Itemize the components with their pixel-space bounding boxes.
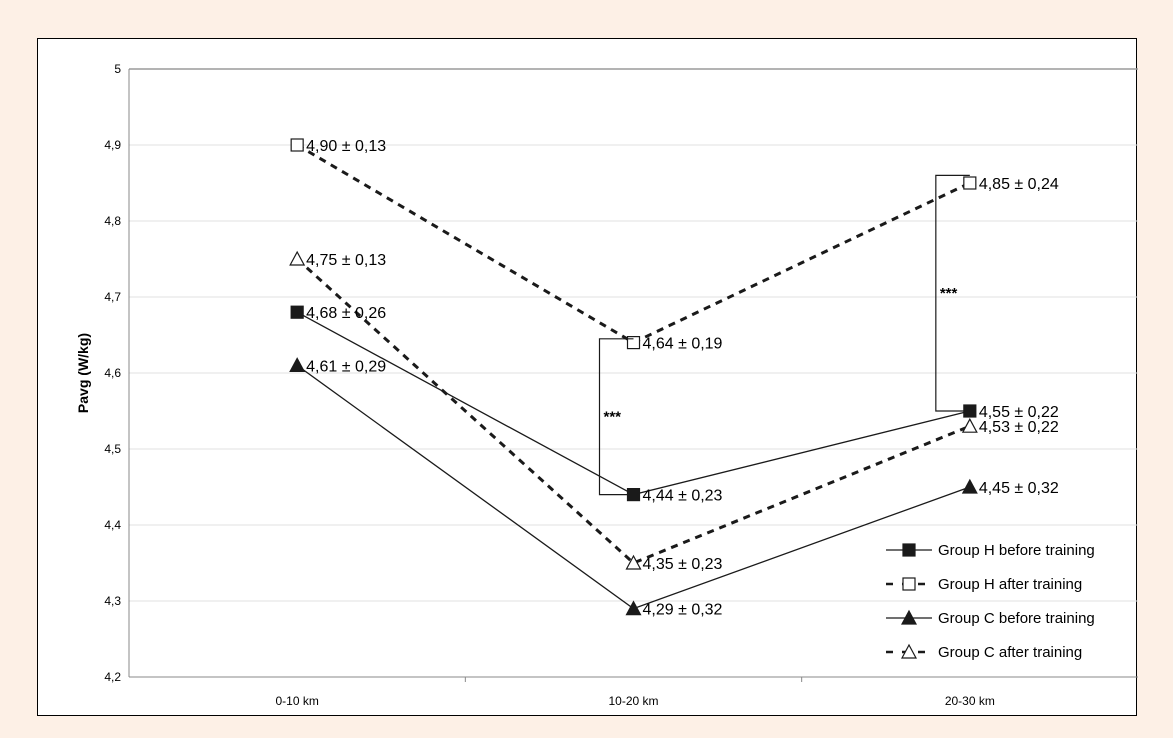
data-label: 4,55 ± 0,22	[979, 404, 1059, 421]
series-line	[296, 364, 971, 610]
legend-label: Group C after training	[938, 644, 1082, 661]
x-tick-label: 20-30 km	[945, 694, 995, 708]
data-point	[963, 176, 977, 190]
y-tick-label: 4,9	[104, 138, 121, 152]
data-label: 4,68 ± 0,26	[306, 305, 386, 322]
data-point	[961, 478, 978, 494]
legend-marker	[900, 609, 918, 625]
data-point	[961, 417, 978, 433]
data-label: 4,61 ± 0,29	[306, 358, 386, 375]
data-label: 4,29 ± 0,32	[643, 602, 723, 619]
significance-bracket	[935, 174, 970, 412]
y-tick-label: 4,4	[104, 518, 121, 532]
series-line	[296, 257, 971, 565]
y-axis-title: Pavg (W/kg)	[75, 333, 91, 413]
legend-label: Group H after training	[938, 576, 1082, 593]
y-tick-label: 4,2	[104, 670, 121, 684]
data-point	[290, 138, 304, 152]
data-point	[626, 336, 641, 350]
significance-label: ***	[604, 409, 622, 426]
x-tick-label: 0-10 km	[275, 694, 318, 708]
data-label: 4,85 ± 0,24	[979, 176, 1059, 193]
line-chart: 4,2 4,3 4,4 4,5 4,6 4,7 4,8 4,9 5 0-10 km 10-20 km…	[75, 62, 1138, 708]
y-tick-label: 4,7	[104, 290, 121, 304]
data-label: 4,35 ± 0,23	[643, 556, 723, 573]
data-label: 4,45 ± 0,32	[979, 480, 1059, 497]
data-label: 4,53 ± 0,22	[979, 419, 1059, 436]
data-label: 4,90 ± 0,13	[306, 138, 386, 155]
data-point	[289, 357, 306, 372]
data-label: 4,44 ± 0,23	[643, 488, 723, 505]
y-tick-label: 4,5	[104, 442, 121, 456]
legend-marker	[900, 643, 918, 659]
series-line	[296, 143, 971, 345]
data-point	[625, 600, 642, 616]
data-label: 4,64 ± 0,19	[643, 336, 723, 353]
x-tick-label: 10-20 km	[608, 694, 658, 708]
legend-marker	[902, 577, 916, 591]
y-tick-label: 4,8	[104, 214, 121, 228]
data-label: 4,75 ± 0,13	[306, 252, 386, 269]
y-tick-label: 4,3	[104, 594, 121, 608]
y-tick-label: 4,6	[104, 366, 121, 380]
legend-label: Group C before training	[938, 610, 1095, 627]
legend-marker	[902, 543, 916, 557]
data-point	[289, 250, 306, 266]
y-tick-label: 5	[114, 62, 121, 76]
data-point	[290, 305, 304, 319]
data-point	[625, 554, 642, 570]
chart-frame: 4,2 4,3 4,4 4,5 4,6 4,7 4,8 4,9 5 0-10 km 10-20 km…	[37, 38, 1138, 716]
significance-bracket	[598, 338, 634, 496]
legend-label: Group H before training	[938, 542, 1095, 559]
significance-label: ***	[940, 285, 958, 302]
